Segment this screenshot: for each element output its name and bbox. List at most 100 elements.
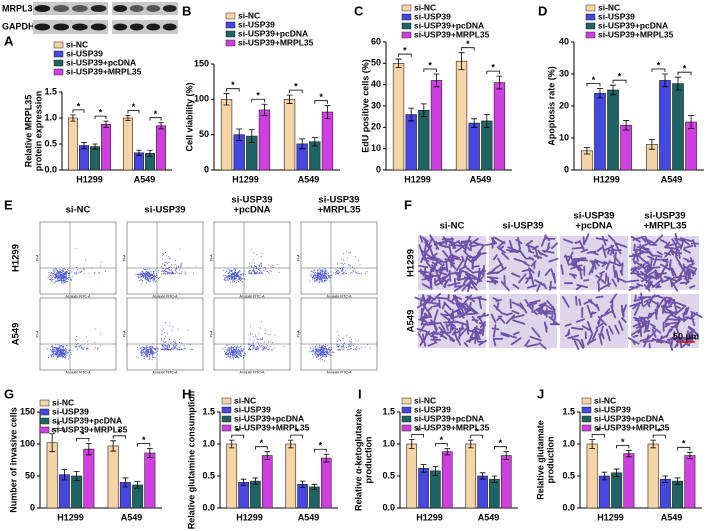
blot-band xyxy=(129,5,144,12)
significance-label: * xyxy=(499,438,503,448)
y-tick-label: 0.5 xyxy=(44,138,57,148)
legend-swatch xyxy=(53,59,64,67)
error-bar xyxy=(458,52,465,71)
bar xyxy=(477,475,488,509)
blot-label: MRPL35 xyxy=(2,3,38,13)
column-header: si-USP39 xyxy=(318,195,359,206)
bar xyxy=(320,457,332,509)
significance-label: * xyxy=(256,91,260,101)
error-bar xyxy=(496,75,503,90)
error-bar xyxy=(324,105,331,119)
blot-band xyxy=(113,23,128,31)
y-tick-label: 100 xyxy=(20,438,35,448)
x-tick-label: A549 xyxy=(134,174,156,184)
error-bar xyxy=(264,451,271,460)
transwell-image xyxy=(489,236,557,290)
significance-label: * xyxy=(658,427,662,437)
legend-swatch xyxy=(39,417,50,425)
legend-label: si-USP39+pcDNA xyxy=(52,415,122,425)
error-bar xyxy=(147,149,153,157)
bar xyxy=(659,478,671,509)
error-bar xyxy=(408,439,415,449)
column-header: +MRPL35 xyxy=(317,205,361,216)
significance-label: * xyxy=(77,101,81,111)
flow-plot-frame xyxy=(300,221,378,295)
significance-bracket xyxy=(51,428,65,432)
invaded-cells xyxy=(562,293,627,351)
bar xyxy=(90,146,100,171)
flow-events xyxy=(47,328,102,360)
legend-label: si-USP39 xyxy=(414,11,451,21)
legend-swatch xyxy=(581,424,592,432)
error-bar xyxy=(110,440,117,452)
legend-swatch xyxy=(225,21,236,29)
bar xyxy=(672,83,684,171)
significance-label: * xyxy=(597,426,601,436)
significance-bracket xyxy=(127,110,140,114)
bar xyxy=(659,80,671,171)
blot-band xyxy=(129,23,144,31)
y-axis-label: Relative glutamine consumption xyxy=(186,391,196,530)
y-tick-label: 60 xyxy=(371,36,381,46)
error-bar xyxy=(125,115,131,121)
error-bar xyxy=(311,483,318,490)
significance-bracket xyxy=(290,434,303,439)
flow-plot-frame xyxy=(213,221,291,295)
column-header: si-USP39 xyxy=(144,205,185,216)
significance-label: * xyxy=(260,438,264,448)
legend-label: si-NC xyxy=(66,39,88,49)
error-bar xyxy=(136,149,142,156)
error-bar xyxy=(49,433,56,453)
y-tick-label: 50 xyxy=(25,470,35,480)
legend-swatch xyxy=(39,426,50,434)
error-bar xyxy=(134,481,141,489)
panel-label: B xyxy=(182,3,191,18)
blot-band xyxy=(162,5,177,12)
y-axis-label: Relative MRPL35 xyxy=(23,95,33,168)
bar xyxy=(685,121,697,171)
error-bar xyxy=(687,115,695,129)
y-tick-label: 0.0 xyxy=(382,502,395,512)
x-tick-label: A549 xyxy=(661,512,683,522)
row-label: H1299 xyxy=(406,249,417,277)
column-header: si-USP39 xyxy=(644,211,685,222)
legend-swatch xyxy=(225,30,236,38)
error-bar xyxy=(61,469,68,481)
bar xyxy=(405,114,417,171)
bar xyxy=(101,123,112,171)
y-tick-label: 50 xyxy=(371,58,381,68)
legend-label: si-USP39+pcDNA xyxy=(598,20,668,30)
significance-bracket xyxy=(651,68,666,72)
y-tick-label: 1.5 xyxy=(202,406,215,416)
significance-bracket xyxy=(616,445,630,449)
flow-y-label: PI-A xyxy=(122,330,126,337)
legend-swatch xyxy=(401,13,412,21)
significance-label: * xyxy=(99,107,103,117)
error-bar xyxy=(248,129,255,143)
y-tick-label: 1.5 xyxy=(382,406,395,416)
legend-swatch xyxy=(221,424,232,432)
legend-label: si-USP39+MRPL35 xyxy=(598,29,674,39)
invaded-cells xyxy=(490,297,561,350)
legend-swatch xyxy=(401,31,412,39)
error-bar xyxy=(286,94,293,104)
error-bar xyxy=(661,73,669,88)
blot-band xyxy=(72,23,88,31)
flow-x-label: Annexin FITC-A xyxy=(327,370,353,374)
y-axis-label: production xyxy=(545,437,555,484)
legend-swatch xyxy=(53,50,64,58)
bar xyxy=(107,445,119,509)
error-bar xyxy=(503,451,510,460)
bar xyxy=(430,470,441,509)
error-bar xyxy=(323,453,330,463)
bar xyxy=(220,99,233,171)
flow-y-label: PI-A xyxy=(35,330,39,337)
legend-swatch xyxy=(39,399,50,407)
error-bar xyxy=(433,73,440,88)
bar xyxy=(500,455,512,509)
error-bar xyxy=(299,138,306,150)
y-tick-label: 1.5 xyxy=(562,406,575,416)
error-bar xyxy=(223,93,230,106)
flow-y-label: PI-A xyxy=(122,254,126,261)
error-bar xyxy=(471,118,478,128)
